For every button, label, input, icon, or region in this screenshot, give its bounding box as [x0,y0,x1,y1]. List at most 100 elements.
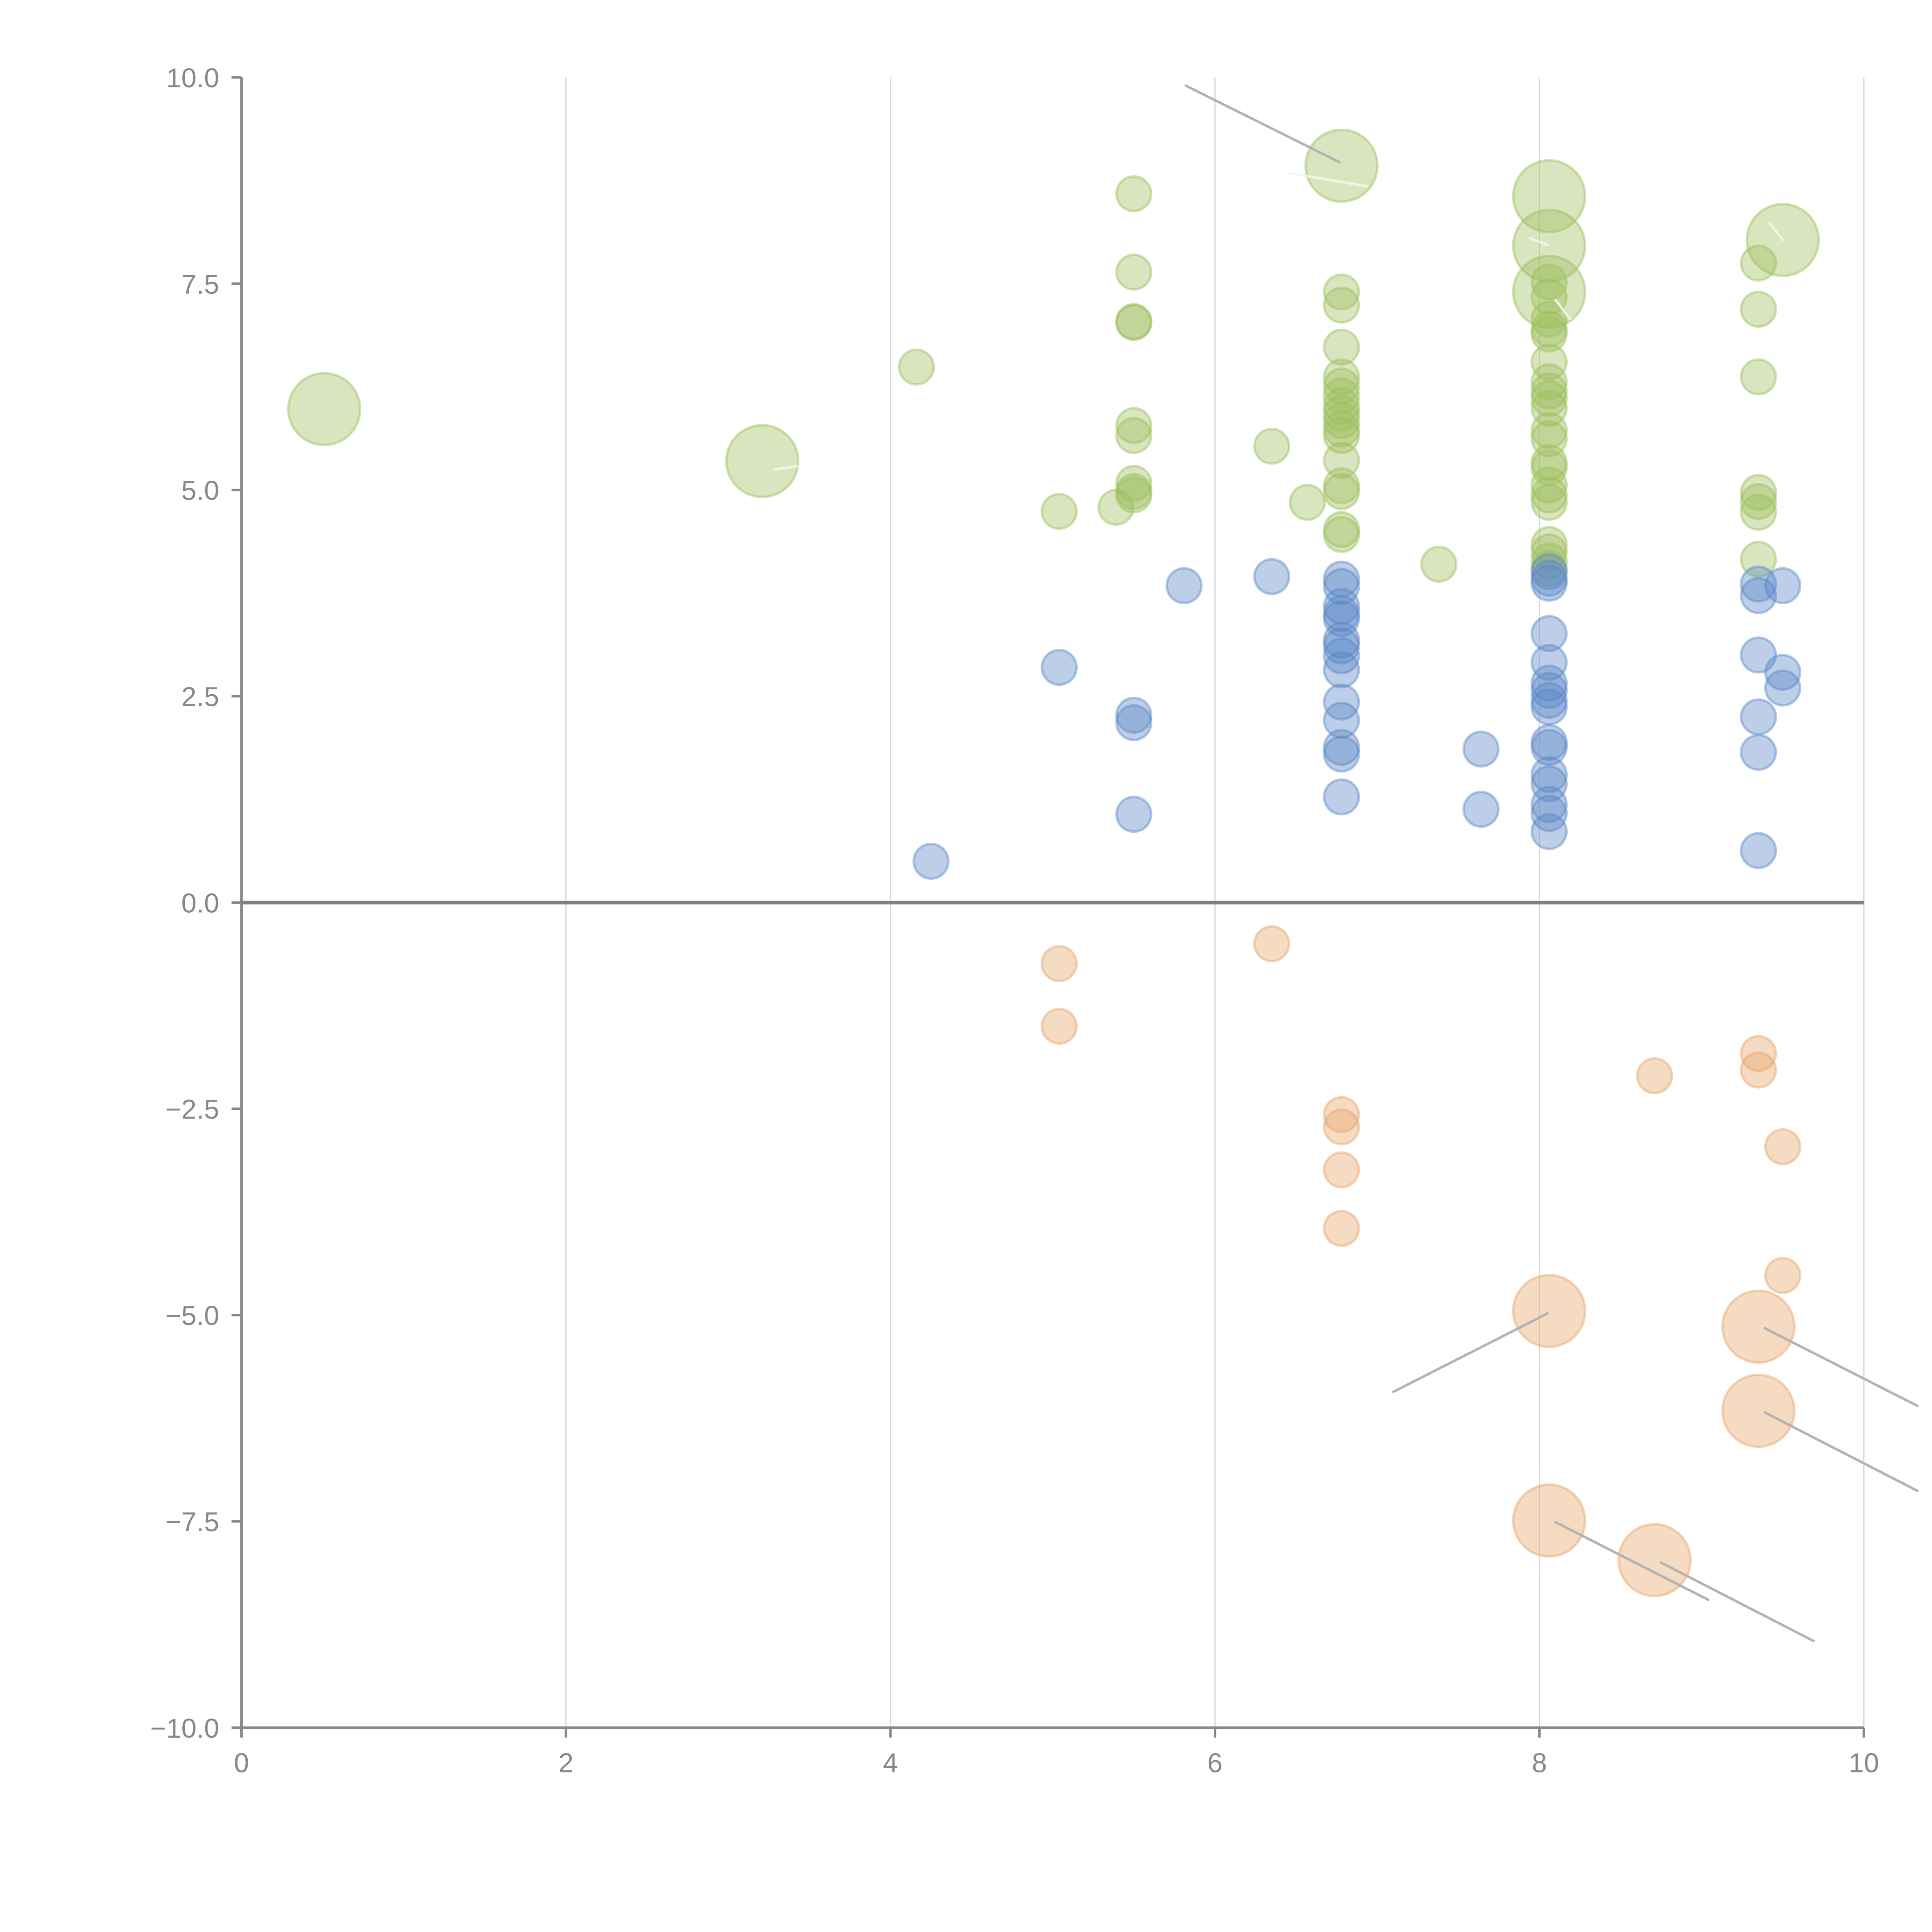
bubble-orange[interactable] [1764,1128,1801,1165]
bubble-blue[interactable] [1323,560,1360,598]
bubble-orange[interactable] [1721,1374,1796,1448]
bubble-blue[interactable] [1462,730,1500,768]
bubble-green[interactable] [1041,493,1078,530]
bubble-green[interactable] [1531,420,1568,457]
bubble-green[interactable] [1740,474,1777,511]
bubble-orange[interactable] [1512,1274,1587,1348]
bubble-green[interactable] [1323,473,1360,510]
bubble-blue[interactable] [1253,558,1291,595]
bubble-blue[interactable] [1323,621,1360,659]
bubble-orange[interactable] [1764,1257,1801,1294]
bubble-green[interactable] [1097,488,1135,526]
bubble-green[interactable] [725,424,799,498]
bubble-green[interactable] [1531,278,1568,316]
bubble-orange[interactable] [1740,1051,1777,1089]
bubble-blue[interactable] [1764,653,1801,691]
bubble-blue[interactable] [1531,615,1568,652]
bubble-green[interactable] [1531,526,1568,563]
bubble-orange[interactable] [1253,925,1291,963]
bubble-blue[interactable] [1115,704,1153,742]
bubble-green[interactable] [1531,310,1568,348]
bubble-green[interactable] [1115,303,1153,340]
bubble-green[interactable] [1531,533,1568,571]
bubble-green[interactable] [1115,464,1153,502]
bubble-blue[interactable] [1323,637,1360,675]
bubble-green[interactable] [1323,410,1360,448]
bubble-green[interactable] [1531,379,1568,417]
bubble-blue[interactable] [1323,651,1360,689]
bubble-green[interactable] [1740,244,1777,282]
bubble-orange[interactable] [1323,1151,1360,1189]
bubble-orange[interactable] [1041,1007,1078,1045]
bubble-blue[interactable] [1531,765,1568,803]
bubble-green[interactable] [1531,263,1568,301]
bubble-blue[interactable] [1531,664,1568,702]
bubble-blue[interactable] [1115,696,1153,734]
bubble-blue[interactable] [1531,688,1568,726]
bubble-green[interactable] [1323,367,1360,405]
bubble-blue[interactable] [1740,698,1777,736]
bubble-green[interactable] [1512,159,1587,233]
bubble-green[interactable] [1420,546,1458,583]
bubble-blue[interactable] [1531,672,1568,709]
bubble-green[interactable] [1531,466,1568,504]
bubble-green[interactable] [1512,208,1587,283]
bubble-blue[interactable] [1531,560,1568,597]
bubble-blue[interactable] [1531,682,1568,719]
bubble-blue[interactable] [1323,627,1360,665]
bubble-blue[interactable] [1764,669,1801,707]
bubble-green[interactable] [1323,286,1360,324]
bubble-green[interactable] [1512,255,1587,329]
bubble-blue[interactable] [1764,567,1801,604]
bubble-green[interactable] [1531,483,1568,521]
bubble-green[interactable] [1531,542,1568,580]
bubble-blue[interactable] [1740,565,1777,603]
bubble-green[interactable] [1115,476,1153,514]
bubble-green[interactable] [1323,377,1360,415]
bubble-green[interactable] [1531,444,1568,481]
bubble-orange[interactable] [1323,1210,1360,1247]
bubble-blue[interactable] [1531,729,1568,766]
bubble-green[interactable] [1531,476,1568,514]
bubble-orange[interactable] [1636,1057,1673,1095]
bubble-blue[interactable] [1740,832,1777,869]
bubble-green[interactable] [1740,541,1777,578]
bubble-green[interactable] [1289,483,1326,521]
bubble-blue[interactable] [1740,577,1777,614]
bubble-green[interactable] [1115,175,1153,213]
bubble-blue[interactable] [1323,735,1360,773]
bubble-blue[interactable] [1531,565,1568,602]
bubble-blue[interactable] [1115,796,1153,833]
bubble-green[interactable] [1323,417,1360,454]
bubble-blue[interactable] [1323,701,1360,739]
bubble-green[interactable] [1531,389,1568,427]
bubble-green[interactable] [1323,395,1360,432]
bubble-green[interactable] [1531,412,1568,449]
bubble-green[interactable] [1115,304,1153,341]
bubble-green[interactable] [1323,387,1360,425]
bubble-green[interactable] [1115,253,1153,291]
bubble-green[interactable] [1531,549,1568,587]
bubble-blue[interactable] [1531,756,1568,793]
bubble-blue[interactable] [1165,567,1203,604]
bubble-green[interactable] [1115,407,1153,444]
bubble-orange[interactable] [1721,1289,1796,1364]
bubble-green[interactable] [1323,467,1360,505]
bubble-green[interactable] [1740,483,1777,520]
bubble-green[interactable] [1323,328,1360,366]
bubble-green[interactable] [1323,402,1360,439]
bubble-blue[interactable] [1323,729,1360,766]
bubble-green[interactable] [1323,511,1360,548]
bubble-green[interactable] [1115,417,1153,454]
bubble-green[interactable] [1531,343,1568,381]
bubble-blue[interactable] [1323,778,1360,816]
bubble-green[interactable] [1304,128,1379,203]
bubble-blue[interactable] [1531,786,1568,823]
bubble-blue[interactable] [1531,813,1568,850]
bubble-blue[interactable] [1740,734,1777,771]
bubble-blue[interactable] [1323,568,1360,605]
bubble-green[interactable] [1323,273,1360,311]
bubble-green[interactable] [1323,442,1360,479]
bubble-green[interactable] [1323,516,1360,553]
bubble-blue[interactable] [1531,553,1568,590]
